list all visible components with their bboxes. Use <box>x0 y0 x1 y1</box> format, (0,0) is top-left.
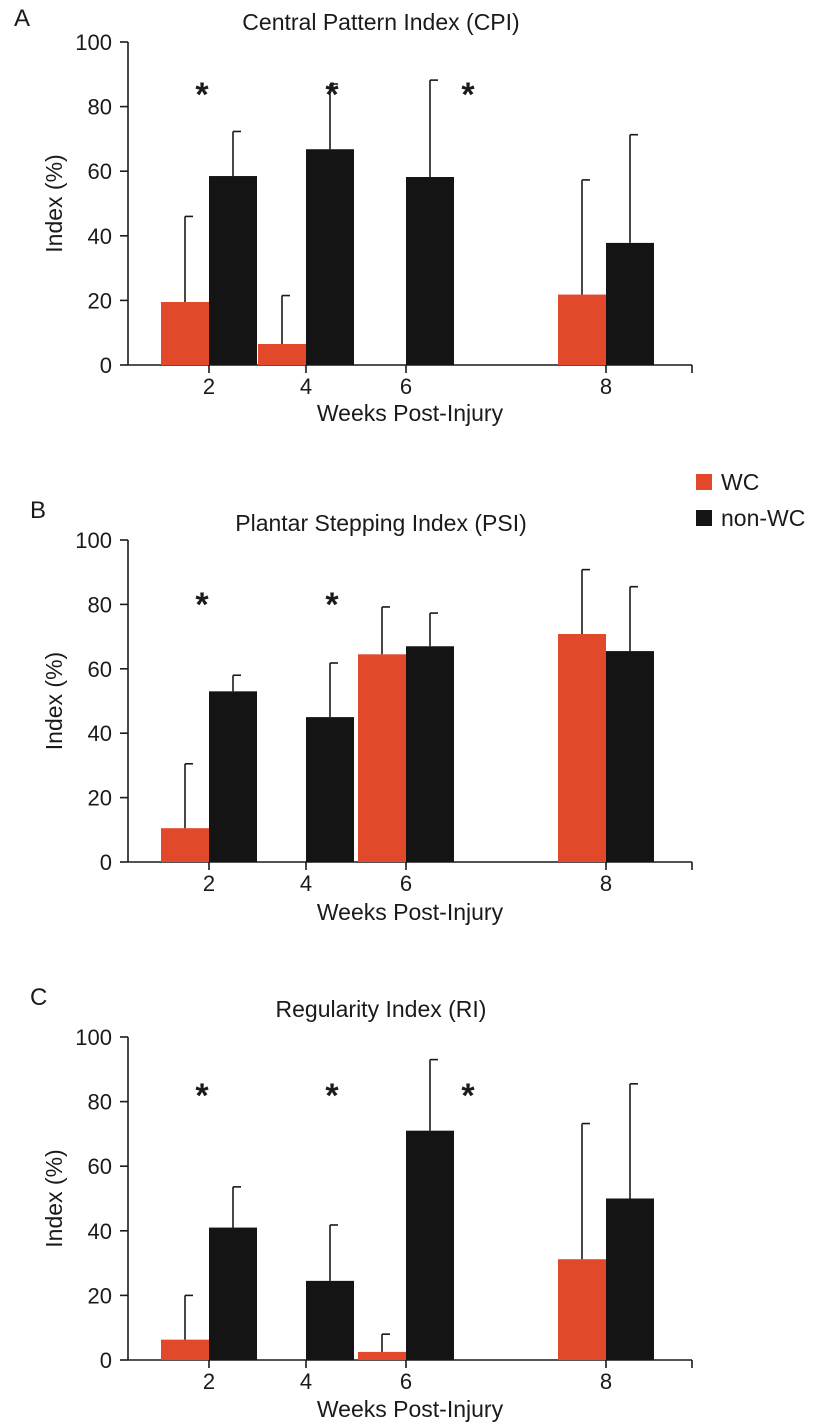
x-axis-label: Weeks Post-Injury <box>317 1396 504 1422</box>
x-axis-label: Weeks Post-Injury <box>317 400 504 426</box>
panel-letter: B <box>30 497 46 524</box>
y-tick-label: 60 <box>88 159 112 184</box>
bar-non-wc <box>306 149 354 365</box>
bar-wc <box>558 1259 606 1360</box>
x-tick-label: 4 <box>300 374 312 399</box>
bar-non-wc <box>406 177 454 365</box>
bar-non-wc <box>606 242 654 365</box>
y-tick-label: 0 <box>100 1348 112 1373</box>
bar-wc <box>358 654 406 862</box>
bar-non-wc <box>306 717 354 862</box>
y-tick-label: 100 <box>75 528 112 553</box>
significance-star: * <box>325 1077 339 1115</box>
bar-non-wc <box>606 651 654 862</box>
y-tick-label: 60 <box>88 1154 112 1179</box>
bar-non-wc <box>606 1198 654 1360</box>
legend-swatch-wc <box>696 474 712 490</box>
x-tick-label: 6 <box>400 871 412 896</box>
y-tick-label: 20 <box>88 786 112 811</box>
y-axis-label: Index (%) <box>41 1149 67 1247</box>
y-tick-label: 40 <box>88 1219 112 1244</box>
panel-letter: A <box>14 5 30 32</box>
chart-panel-a: A Central Pattern Index (CPI) 0 20 40 60 80 100… <box>14 5 693 426</box>
x-tick-label: 2 <box>203 871 215 896</box>
x-tick-label: 6 <box>400 374 412 399</box>
significance-star: * <box>325 76 339 114</box>
bar-non-wc <box>209 1227 257 1360</box>
x-tick-label: 8 <box>600 1369 612 1394</box>
bar-wc <box>558 294 606 365</box>
y-axis-label: Index (%) <box>41 154 67 252</box>
significance-star: * <box>195 76 209 114</box>
significance-star: * <box>461 76 475 114</box>
x-tick-label: 8 <box>600 871 612 896</box>
y-tick-label: 80 <box>88 95 112 120</box>
panels: A Central Pattern Index (CPI)020406080100… <box>14 5 693 1422</box>
legend: WC non-WC <box>696 469 805 531</box>
x-tick-label: 8 <box>600 374 612 399</box>
y-tick-label: 0 <box>100 850 112 875</box>
bar-non-wc <box>209 691 257 862</box>
y-axis-label: Index (%) <box>41 652 67 750</box>
bar-non-wc <box>406 646 454 862</box>
significance-star: * <box>461 1077 475 1115</box>
y-tick-label: 100 <box>75 1025 112 1050</box>
bar-non-wc <box>406 1130 454 1360</box>
significance-star: * <box>195 586 209 624</box>
y-tick-label: 40 <box>88 224 112 249</box>
x-tick-label: 4 <box>300 871 312 896</box>
bar-non-wc <box>209 176 257 365</box>
significance-star: * <box>195 1077 209 1115</box>
panel-letter: C <box>30 984 47 1011</box>
y-tick-label: 80 <box>88 592 112 617</box>
y-tick-label: 40 <box>88 721 112 746</box>
legend-label-non-wc: non-WC <box>721 505 805 531</box>
bar-wc <box>161 828 209 862</box>
x-tick-label: 6 <box>400 1369 412 1394</box>
chart-title: Central Pattern Index (CPI) <box>242 9 519 35</box>
x-tick-label: 2 <box>203 374 215 399</box>
bar-non-wc <box>306 1280 354 1360</box>
y-tick-label: 100 <box>75 30 112 55</box>
bar-wc <box>161 1339 209 1360</box>
bar-wc <box>358 1351 406 1360</box>
y-tick-label: 20 <box>88 1283 112 1308</box>
y-tick-label: 80 <box>88 1090 112 1115</box>
legend-swatch-non-wc <box>696 510 712 526</box>
x-tick-label: 4 <box>300 1369 312 1394</box>
bar-wc <box>558 634 606 862</box>
y-tick-label: 20 <box>88 288 112 313</box>
y-tick-label: 60 <box>88 657 112 682</box>
chart-panel-b: B Plantar Stepping Index (PSI) 0 20 40 60 80 10… <box>30 497 693 925</box>
legend-label-wc: WC <box>721 469 759 495</box>
bar-wc <box>258 344 306 365</box>
chart-title: Plantar Stepping Index (PSI) <box>235 510 527 536</box>
y-tick-label: 0 <box>100 353 112 378</box>
significance-star: * <box>325 586 339 624</box>
chart-panel-c: C Regularity Index (RI) 0 20 40 60 80 100 2 4 6 8 * *… <box>30 984 693 1422</box>
chart-title: Regularity Index (RI) <box>276 996 487 1022</box>
x-tick-label: 2 <box>203 1369 215 1394</box>
x-axis-label: Weeks Post-Injury <box>317 899 504 925</box>
bar-wc <box>161 302 209 365</box>
